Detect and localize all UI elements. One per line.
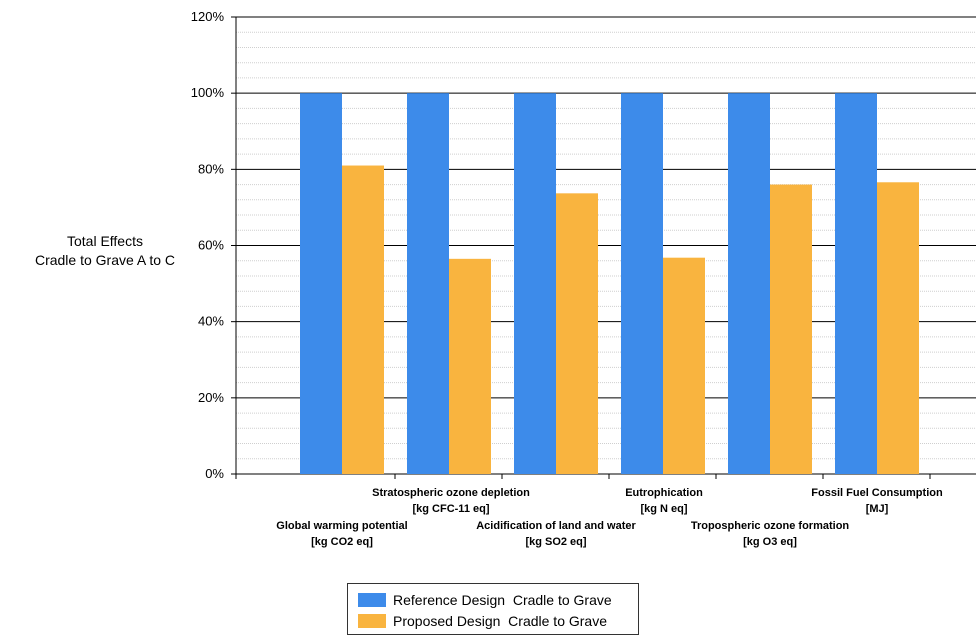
bar-proposed xyxy=(770,184,812,475)
y-tick-label: 80% xyxy=(198,161,224,176)
y-tick-label: 120% xyxy=(191,9,225,24)
y-tick-label: 100% xyxy=(191,85,225,100)
category-unit-label: [kg O3 eq] xyxy=(743,536,797,548)
category-label: Acidification of land and water xyxy=(476,520,636,532)
category-unit-label: [MJ] xyxy=(866,503,889,515)
legend-item-proposed: Proposed Design Cradle to Grave xyxy=(358,610,638,631)
legend: Reference Design Cradle to Grave Propose… xyxy=(347,583,639,635)
legend-swatch-reference xyxy=(358,592,386,607)
category-unit-label: [kg SO2 eq] xyxy=(525,536,586,548)
bar-proposed xyxy=(342,165,384,474)
legend-item-reference: Reference Design Cradle to Grave xyxy=(358,589,638,610)
y-tick-label: 20% xyxy=(198,390,224,405)
legend-label-reference: Reference Design Cradle to Grave xyxy=(393,591,612,608)
bar-proposed xyxy=(663,257,705,474)
y-tick-label: 60% xyxy=(198,238,224,253)
category-unit-label: [kg N eq] xyxy=(640,503,687,515)
y-tick-label: 40% xyxy=(198,314,224,329)
bar-proposed xyxy=(449,258,491,474)
legend-label-proposed: Proposed Design Cradle to Grave xyxy=(393,612,607,629)
category-label: Stratospheric ozone depletion xyxy=(372,487,530,499)
category-unit-label: [kg CFC-11 eq] xyxy=(412,503,489,515)
category-label: Tropospheric ozone formation xyxy=(691,520,850,532)
bar-reference xyxy=(514,93,556,475)
y-axis-label-line1: Total Effects xyxy=(66,233,143,249)
y-tick-label: 0% xyxy=(205,466,224,481)
y-axis-label-line2: Cradle to Grave A to C xyxy=(34,252,176,268)
bar-reference xyxy=(728,93,770,475)
category-unit-label: [kg CO2 eq] xyxy=(311,536,373,548)
bar-reference xyxy=(621,93,663,475)
bar-proposed xyxy=(556,193,598,474)
bar-reference xyxy=(407,93,449,475)
bar-reference xyxy=(835,93,877,475)
legend-swatch-proposed xyxy=(358,613,386,628)
category-label: Global warming potential xyxy=(276,520,407,532)
bar-proposed xyxy=(877,182,919,474)
bar-reference xyxy=(300,93,342,475)
y-axis-label: Total Effects Cradle to Grave A to C xyxy=(10,232,200,270)
category-label: Eutrophication xyxy=(625,487,703,499)
category-label: Fossil Fuel Consumption xyxy=(811,487,943,499)
